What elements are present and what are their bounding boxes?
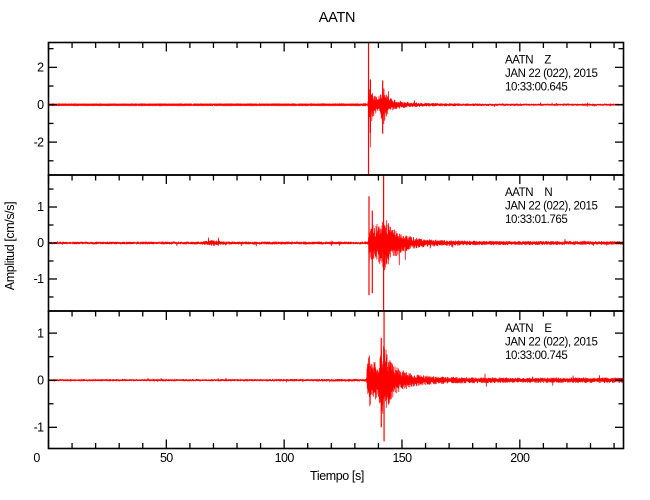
x-tick-label: 0 xyxy=(33,451,40,465)
x-tick-label: 150 xyxy=(392,451,412,465)
y-tick-label: 1 xyxy=(37,326,44,340)
figure-title: AATN xyxy=(319,10,355,26)
axes-layer xyxy=(47,41,625,450)
panel-annotation-N-line1: AATN N xyxy=(505,187,552,199)
panel-annotation-Z-line3: 10:33:00.645 xyxy=(505,82,567,94)
x-tick-label: 100 xyxy=(275,451,295,465)
y-tick-label: 0 xyxy=(37,236,44,250)
panel-annotation-E-line1: AATN E xyxy=(505,323,552,335)
y-tick-label: 1 xyxy=(37,200,44,214)
panel-annotation-E-line3: 10:33:00.745 xyxy=(505,350,567,362)
waveform-trace-E xyxy=(48,346,625,414)
waveform-trace-N xyxy=(48,220,625,273)
y-tick-label: 0 xyxy=(37,98,44,112)
waveform-traces-layer xyxy=(48,42,625,442)
panel-annotation-Z-line2: JAN 22 (022), 2015 xyxy=(505,68,598,80)
y-tick-label: 0 xyxy=(37,373,44,387)
panel-annotation-N-line3: 10:33:01.765 xyxy=(505,214,567,226)
x-tick-label: 50 xyxy=(160,451,173,465)
x-tick-label: 200 xyxy=(510,451,530,465)
panel-annotation-E-line2: JAN 22 (022), 2015 xyxy=(505,337,598,349)
y-axis-label: Amplitud [cm/s/s] xyxy=(3,202,17,290)
x-axis-label: Tiempo [s] xyxy=(310,469,364,483)
waveform-trace-Z xyxy=(48,87,625,148)
panel-annotation-Z-line1: AATN Z xyxy=(505,55,551,67)
y-tick-label: 2 xyxy=(37,61,44,75)
y-tick-label: -2 xyxy=(34,135,45,149)
panel-annotation-N-line2: JAN 22 (022), 2015 xyxy=(505,201,598,213)
y-tick-label: -1 xyxy=(34,421,45,435)
y-tick-label: -1 xyxy=(34,272,45,286)
